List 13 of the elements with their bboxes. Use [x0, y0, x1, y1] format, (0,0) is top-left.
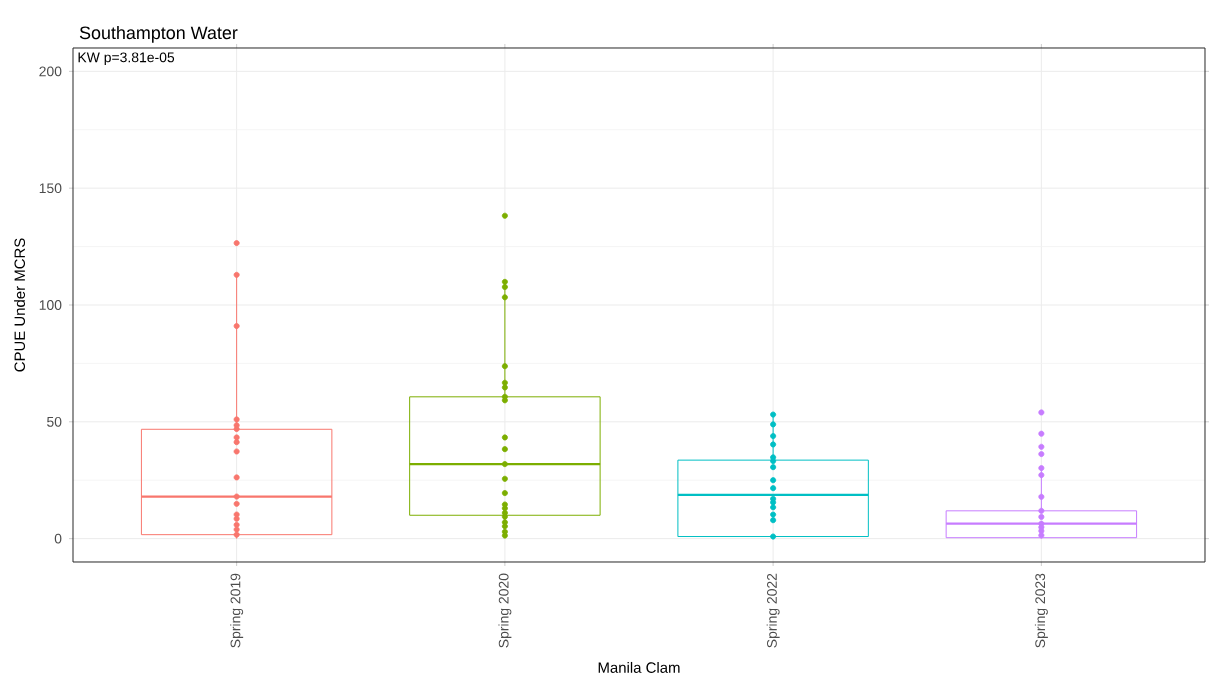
chart-title: Southampton Water	[79, 26, 238, 43]
x-axis-title: Manila Clam	[598, 662, 680, 674]
y-tick-label: 0	[54, 533, 62, 544]
y-axis-title: CPUE Under MCRS	[14, 238, 26, 372]
y-tick-label: 50	[47, 417, 62, 427]
x-tick-label: Spring 2019	[230, 573, 244, 648]
x-tick-label: Spring 2020	[498, 573, 512, 648]
annotation: KW p=3.81e-05	[78, 52, 175, 66]
y-tick-label: 200	[39, 66, 62, 77]
y-tick-label: 100	[39, 300, 62, 311]
x-tick-label: Spring 2023	[1034, 573, 1048, 648]
y-tick-label: 150	[39, 183, 62, 194]
x-tick-label: Spring 2022	[766, 573, 780, 648]
